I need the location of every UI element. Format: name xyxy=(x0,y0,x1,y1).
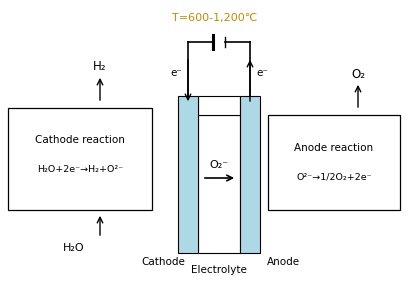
Text: H₂: H₂ xyxy=(93,60,107,74)
Text: Cathode reaction: Cathode reaction xyxy=(35,135,125,145)
Text: Anode reaction: Anode reaction xyxy=(295,143,374,153)
Text: H₂O+2e⁻→H₂+O²⁻: H₂O+2e⁻→H₂+O²⁻ xyxy=(37,166,123,175)
Text: e⁻: e⁻ xyxy=(170,68,182,78)
Bar xyxy=(268,115,400,210)
Bar xyxy=(178,96,198,253)
Text: Anode: Anode xyxy=(266,257,299,267)
Bar xyxy=(198,96,240,253)
Text: e⁻: e⁻ xyxy=(256,68,268,78)
Bar xyxy=(198,96,240,115)
Bar xyxy=(8,108,152,210)
Text: Cathode: Cathode xyxy=(141,257,185,267)
Text: Electrolyte: Electrolyte xyxy=(191,265,247,275)
Text: O₂: O₂ xyxy=(351,67,365,80)
Text: O₂⁻: O₂⁻ xyxy=(209,160,228,170)
Bar xyxy=(240,96,260,253)
Text: T=600-1,200℃: T=600-1,200℃ xyxy=(172,13,257,23)
Bar xyxy=(198,96,240,115)
Text: H₂O: H₂O xyxy=(63,243,85,253)
Text: O²⁻→1/2O₂+2e⁻: O²⁻→1/2O₂+2e⁻ xyxy=(296,173,372,182)
Bar xyxy=(198,115,240,253)
